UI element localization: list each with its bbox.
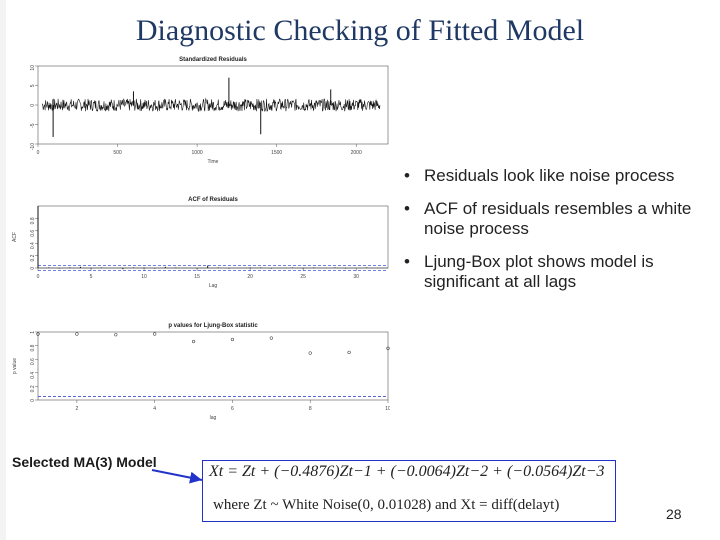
x-tick-label: 1500 (271, 150, 282, 156)
p-value-point (386, 346, 390, 350)
bullet-item: • Residuals look like noise process (404, 166, 704, 186)
y-tick-label: 0.4 (30, 372, 36, 379)
bullet-dot-icon: • (404, 252, 410, 271)
model-definition: where Zt ~ White Noise(0, 0.01028) and X… (213, 497, 560, 513)
y-tick-label: 1 (30, 331, 36, 334)
plot-frame (37, 331, 389, 401)
x-axis-label: Time (208, 159, 219, 165)
x-tick-label: 10 (385, 406, 390, 412)
residuals-panel: Standardized Residuals 0 500 1000 1500 2000 -1… (10, 56, 390, 176)
y-tick-label: -10 (30, 143, 36, 150)
x-tick-label: 6 (231, 406, 234, 412)
ljung-box-panel: p values for Ljung-Box statistic 2 4 6 8 10 0 0… (10, 308, 390, 430)
x-tick-label: 2000 (351, 150, 362, 156)
chart-title: p values for Ljung-Box statistic (168, 323, 258, 329)
x-tick-label: 30 (353, 274, 359, 280)
bullet-text: Ljung-Box plot shows model is significan… (424, 252, 654, 291)
x-tick-label: 1000 (192, 150, 203, 156)
plot-frame (37, 205, 389, 269)
x-tick-label: 500 (113, 150, 122, 156)
p-value-point (230, 337, 235, 342)
slide-title: Diagnostic Checking of Fitted Model (135, 14, 585, 47)
model-label: Selected MA(3) Model (12, 454, 157, 470)
x-axis-label: Lag (209, 283, 218, 289)
residual-series-line (41, 97, 381, 113)
x-tick-label: 0 (37, 274, 40, 280)
bullet-text: ACF of residuals resembles a white noise… (424, 199, 692, 238)
y-tick-label: 0.8 (30, 344, 36, 351)
page-number: 28 (666, 506, 682, 522)
y-axis-label: p value (12, 358, 18, 374)
ljung-box-chart: p values for Ljung-Box statistic 2 4 6 8 10 0 0… (12, 323, 390, 421)
chart-title: ACF of Residuals (188, 197, 238, 203)
x-tick-label: 4 (153, 406, 156, 412)
x-tick-label: 8 (309, 406, 312, 412)
p-value-point (347, 350, 351, 355)
x-tick-label: 2 (75, 406, 78, 412)
bullet-list: • Residuals look like noise process • ACF … (404, 166, 704, 305)
x-tick-label: 10 (141, 274, 147, 280)
y-tick-label: 0.6 (30, 358, 36, 365)
x-tick-label: 0 (37, 150, 40, 156)
acf-chart: ACF of Residuals 0 5 10 15 20 25 30 0 0.2 0.4 0.6 0.… (12, 197, 389, 289)
y-tick-label: 0.8 (30, 217, 36, 224)
bullet-item: • Ljung-Box plot shows model is significa… (404, 252, 704, 292)
bullet-item: • ACF of residuals resembles a white nois… (404, 199, 704, 239)
equation-box: Xt = Zt + (−0.4876)Zt−1 + (−0.0064)Zt−2 … (202, 460, 616, 522)
x-axis-label: lag (210, 415, 217, 421)
slide-edge (0, 0, 6, 540)
p-value-point (269, 336, 273, 340)
y-tick-label: 0.2 (30, 254, 36, 261)
bullet-dot-icon: • (404, 166, 410, 185)
bullet-text: Residuals look like noise process (424, 166, 675, 185)
y-tick-label: 0.2 (30, 385, 36, 392)
bullet-dot-icon: • (404, 199, 410, 218)
p-value-point (75, 332, 79, 336)
y-tick-label: 5 (30, 84, 36, 87)
y-tick-label: -5 (30, 123, 36, 128)
y-tick-label: 0 (30, 104, 36, 107)
p-value-point (114, 333, 118, 337)
residuals-chart: Standardized Residuals 0 500 1000 1500 2000 -1… (30, 57, 389, 165)
x-tick-label: 20 (247, 274, 253, 280)
acf-panel: ACF of Residuals 0 5 10 15 20 25 30 0 0.2 0.4 0.6 0.… (10, 182, 390, 302)
p-value-point (153, 332, 157, 336)
model-equation: Xt = Zt + (−0.4876)Zt−1 + (−0.0064)Zt−2 … (209, 463, 605, 480)
x-tick-label: 15 (194, 274, 200, 280)
x-tick-label: 25 (300, 274, 306, 280)
y-tick-label: 10 (30, 65, 36, 71)
y-tick-label: 0.6 (30, 230, 36, 237)
x-tick-label: 5 (90, 274, 93, 280)
p-value-point (191, 339, 196, 344)
chart-title: Standardized Residuals (179, 57, 247, 63)
p-value-point (36, 332, 40, 336)
arrow-icon (151, 469, 203, 484)
y-tick-label: 0 (30, 267, 36, 270)
y-tick-label: 0.4 (30, 242, 36, 249)
y-tick-label: 0 (30, 399, 36, 402)
p-value-point (308, 351, 312, 355)
y-axis-label: ACF (12, 232, 18, 242)
